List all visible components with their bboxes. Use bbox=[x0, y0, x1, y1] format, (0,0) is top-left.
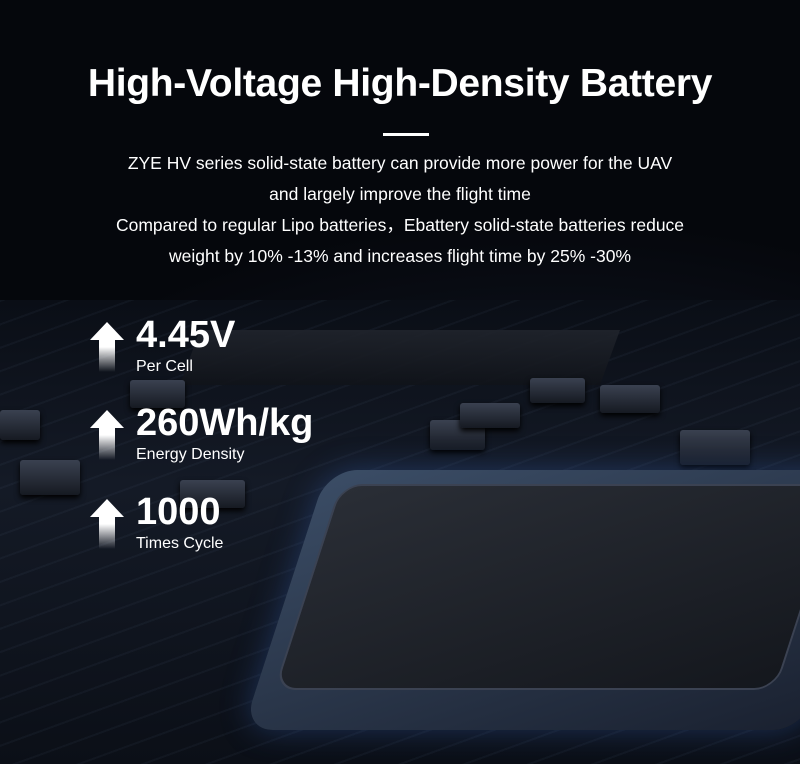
component bbox=[20, 460, 80, 495]
stat-value: 260Wh/kg bbox=[136, 402, 314, 444]
component bbox=[600, 385, 660, 413]
component bbox=[130, 380, 185, 408]
stat-label: Energy Density bbox=[136, 446, 245, 463]
arrow-up-icon bbox=[90, 410, 124, 460]
stat-value: 4.45V bbox=[136, 314, 236, 356]
arrow-up-icon bbox=[90, 499, 124, 549]
stat-value: 1000 bbox=[136, 491, 221, 533]
component bbox=[530, 378, 585, 403]
background-chip bbox=[179, 330, 621, 385]
title-divider bbox=[383, 133, 429, 136]
description-line: Compared to regular Lipo batteries，Ebatt… bbox=[115, 215, 685, 235]
component bbox=[460, 403, 520, 428]
component bbox=[180, 480, 245, 508]
description-line: ZYE HV series solid-state battery can pr… bbox=[127, 153, 673, 173]
component bbox=[680, 430, 750, 465]
stat-label: Per Cell bbox=[136, 358, 193, 375]
page-title: High-Voltage High-Density Battery bbox=[87, 62, 713, 105]
description-line: and largely improve the flight time bbox=[269, 184, 531, 204]
arrow-up-icon bbox=[90, 322, 124, 372]
stat-label: Times Cycle bbox=[136, 535, 224, 552]
processor-chip bbox=[242, 470, 800, 730]
component bbox=[0, 410, 40, 440]
description: ZYE HV series solid-state battery can pr… bbox=[0, 148, 800, 272]
description-line: weight by 10% -13% and increases flight … bbox=[168, 246, 632, 266]
